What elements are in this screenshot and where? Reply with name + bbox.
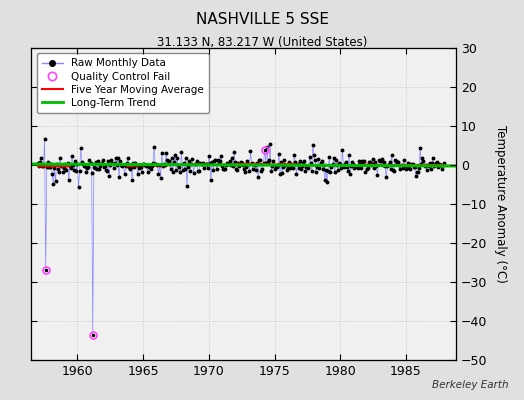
Legend: Raw Monthly Data, Quality Control Fail, Five Year Moving Average, Long-Term Tren: Raw Monthly Data, Quality Control Fail, … bbox=[37, 53, 209, 113]
Text: 31.133 N, 83.217 W (United States): 31.133 N, 83.217 W (United States) bbox=[157, 36, 367, 49]
Text: Berkeley Earth: Berkeley Earth bbox=[432, 380, 508, 390]
Y-axis label: Temperature Anomaly (°C): Temperature Anomaly (°C) bbox=[494, 125, 507, 283]
Text: NASHVILLE 5 SSE: NASHVILLE 5 SSE bbox=[195, 12, 329, 27]
